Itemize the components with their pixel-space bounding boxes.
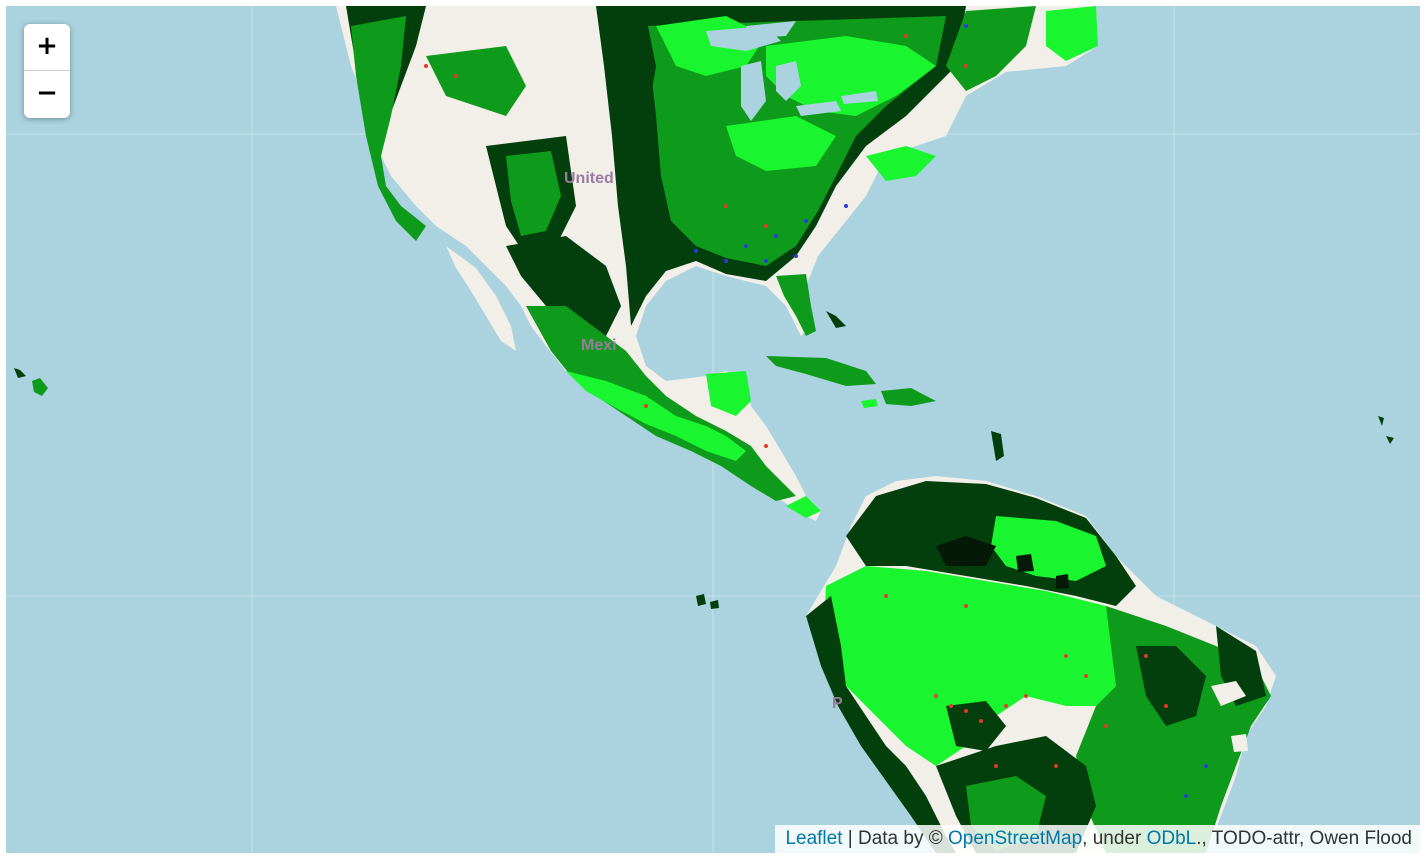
points-blue bbox=[694, 24, 1208, 798]
label-united-states: United bbox=[564, 170, 614, 187]
odbl-link[interactable]: ODbL bbox=[1146, 828, 1197, 849]
label-mexico: Mexi bbox=[581, 337, 617, 354]
zoom-out-button[interactable]: − bbox=[36, 78, 58, 108]
zoom-control: + − bbox=[24, 24, 70, 118]
bare-patches bbox=[1211, 681, 1248, 752]
map-view[interactable]: United Mexi P + − Leaflet | Data by © Op… bbox=[6, 6, 1420, 853]
attribution-rest: ., TODO-attr, Owen Flood bbox=[1196, 828, 1412, 849]
baja-land bbox=[446, 246, 516, 351]
amazon-dark-patches bbox=[936, 536, 1069, 589]
label-peru: P bbox=[832, 695, 843, 712]
small-islands bbox=[14, 368, 1394, 609]
attribution: Leaflet | Data by © OpenStreetMap, under… bbox=[775, 825, 1420, 853]
florida bbox=[776, 274, 816, 336]
openstreetmap-link[interactable]: OpenStreetMap bbox=[948, 828, 1083, 849]
attribution-separator: | Data by © bbox=[842, 828, 949, 849]
map-tiles: United Mexi P bbox=[6, 6, 1420, 853]
great-lakes bbox=[706, 21, 878, 121]
attribution-under: , under bbox=[1082, 828, 1147, 849]
points-red bbox=[424, 34, 1168, 768]
leaflet-link[interactable]: Leaflet bbox=[785, 828, 843, 849]
caribbean-islands bbox=[766, 311, 1004, 461]
zoom-in-button[interactable]: + bbox=[24, 24, 70, 71]
